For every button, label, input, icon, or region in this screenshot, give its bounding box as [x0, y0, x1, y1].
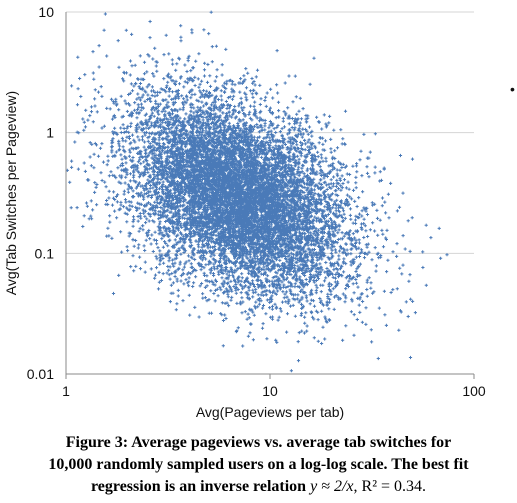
data-point — [145, 121, 149, 125]
caption-line-2: 10,000 randomly sampled users on a log-l… — [48, 456, 469, 473]
y-axis-label: Avg(Tab Switches per Pageview) — [3, 91, 19, 295]
caption-line-1: Figure 3: Average pageviews vs. average … — [65, 434, 452, 451]
y-tick-labels: 10 1 0.1 0.01 — [27, 4, 54, 382]
data-point — [236, 194, 240, 198]
y-tick-label: 10 — [38, 4, 54, 20]
stray-mark: • — [510, 81, 515, 97]
data-point — [365, 278, 369, 282]
axes — [65, 12, 475, 379]
data-point — [125, 109, 130, 114]
data-point — [349, 263, 353, 267]
data-point — [304, 237, 308, 242]
caption-line-3: regression is an inverse relation y ≈ 2/… — [0, 476, 517, 498]
data-point — [223, 179, 227, 183]
data-point — [391, 288, 395, 292]
y-tick-label: 0.1 — [35, 245, 55, 261]
figure-caption: Figure 3: Average pageviews vs. average … — [0, 432, 517, 498]
y-tick-label: 1 — [46, 125, 54, 141]
data-point — [329, 251, 334, 255]
scatter-markers — [65, 10, 449, 373]
caption-r-squared: R² = 0.34 — [361, 478, 423, 495]
data-point — [284, 223, 288, 228]
data-point — [268, 215, 272, 219]
data-point — [248, 203, 252, 207]
data-point — [187, 149, 191, 153]
x-tick-label: 100 — [462, 383, 486, 399]
data-point — [100, 94, 104, 98]
data-point — [410, 299, 415, 303]
scatter-chart: 10 1 0.1 0.01 1 10 100 Avg(Pageviews per tab)… — [3, 4, 515, 420]
x-tick-label: 1 — [62, 383, 70, 399]
caption-separator: , — [353, 478, 362, 495]
x-tick-labels: 1 10 100 — [62, 383, 486, 399]
y-tick-label: 0.01 — [27, 366, 54, 382]
caption-end: . — [422, 478, 427, 495]
caption-formula: y ≈ 2/x — [310, 478, 354, 495]
data-point — [175, 142, 179, 146]
scatter-points — [65, 10, 449, 373]
x-tick-label: 10 — [262, 383, 278, 399]
caption-line-3-text: regression is an inverse relation — [90, 478, 311, 495]
data-point — [206, 167, 211, 171]
x-axis-label: Avg(Pageviews per tab) — [196, 404, 344, 420]
data-point — [161, 131, 165, 135]
